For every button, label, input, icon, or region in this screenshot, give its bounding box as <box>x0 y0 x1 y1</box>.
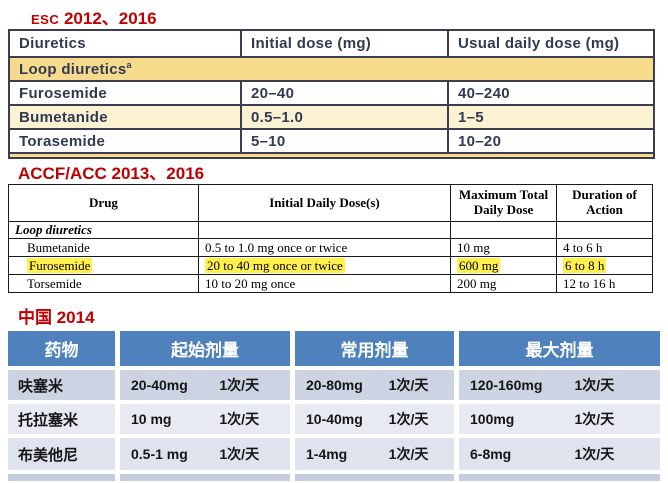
china-initial-dose-cell: 20-40mg 1次/天 <box>120 370 290 400</box>
dose-frequency: 1次/天 <box>388 411 429 427</box>
china-initial-dose-cell: 10 mg 1次/天 <box>120 404 290 434</box>
esc-drug-name: Furosemide <box>8 80 242 106</box>
dose-value: 0.5-1 mg <box>131 446 188 462</box>
accf-header-duration: Duration of Action <box>556 184 653 222</box>
highlighted-text: 600 mg <box>457 257 501 273</box>
esc-title-years: 2012、2016 <box>63 9 157 28</box>
highlighted-text: 20 to 40 mg once or twice <box>205 257 345 273</box>
accf-duration: 4 to 6 h <box>556 238 653 257</box>
esc-initial-dose: 5–10 <box>240 128 449 154</box>
table-row: Bumetanide 0.5 to 1.0 mg once or twice 1… <box>8 238 653 257</box>
accf-loop-diuretics-label: Loop diuretics <box>8 221 199 239</box>
china-max-dose-cell: 120-160mg 1次/天 <box>459 370 660 400</box>
accf-section-title: ACCF/ACC 2013、2016 <box>18 164 205 183</box>
dose-frequency: 1次/天 <box>219 446 260 462</box>
accf-initial-dose: 20 to 40 mg once or twice <box>198 256 451 275</box>
accf-loop-diuretics-row: Loop diuretics <box>8 221 653 239</box>
china-section-title: 中国 2014 <box>18 308 95 327</box>
dose-value: 10 mg <box>131 411 172 427</box>
accf-header-drug: Drug <box>8 184 199 222</box>
china-max-dose-cell: 6-8mg 1次/天 <box>459 438 660 470</box>
china-drug-name: 托拉塞米 <box>8 404 115 434</box>
dose-value: 20-80mg <box>306 377 363 393</box>
china-initial-dose-cell: 0.5-1 mg 1次/天 <box>120 438 290 470</box>
accf-drug-name: Torsemide <box>8 274 199 293</box>
china-header-row: 药物 起始剂量 常用剂量 最大剂量 <box>8 331 660 366</box>
china-diuretics-table: 药物 起始剂量 常用剂量 最大剂量 呋塞米 20-40mg 1次/天 20-80m… <box>8 331 660 483</box>
esc-usual-dose: 40–240 <box>447 80 655 106</box>
table-row: 托拉塞米 10 mg 1次/天 10-40mg 1次/天 100mg 1次/天 <box>8 404 660 434</box>
esc-footnote-marker: a <box>126 60 132 70</box>
esc-initial-dose: 0.5–1.0 <box>240 104 449 130</box>
accf-max-dose: 200 mg <box>450 274 557 293</box>
accf-initial-dose: 0.5 to 1.0 mg once or twice <box>198 238 451 257</box>
dose-frequency: 1次/天 <box>574 377 615 393</box>
table-row: Torasemide 5–10 10–20 <box>8 128 655 154</box>
accf-diuretics-table: Drug Initial Daily Dose(s) Maximum Total… <box>8 184 653 293</box>
accf-max-dose: 600 mg <box>450 256 557 275</box>
esc-loop-diuretics-cell: Loop diureticsa <box>8 56 655 82</box>
table-row: Bumetanide 0.5–1.0 1–5 <box>8 104 655 130</box>
accf-drug-name: Furosemide <box>8 256 199 275</box>
esc-initial-dose: 20–40 <box>240 80 449 106</box>
dose-value: 20-40mg <box>131 377 188 393</box>
dose-value: 100mg <box>470 411 515 427</box>
accf-drug-name: Bumetanide <box>8 238 199 257</box>
table-row: 呋塞米 20-40mg 1次/天 20-80mg 1次/天 120-160mg 1次/… <box>8 370 660 400</box>
accf-header-max-dose: Maximum Total Daily Dose <box>450 184 557 222</box>
china-header-initial-dose: 起始剂量 <box>120 331 290 366</box>
dose-frequency: 1次/天 <box>388 446 429 462</box>
esc-loop-diuretics-label: Loop diuretics <box>19 61 127 78</box>
esc-header-diuretics: Diuretics <box>8 29 242 58</box>
china-drug-name: 呋塞米 <box>8 370 115 400</box>
dose-frequency: 1次/天 <box>388 377 429 393</box>
dose-value: 120-160mg <box>470 377 543 393</box>
esc-diuretics-table: Diuretics Initial dose (mg) Usual daily … <box>8 29 655 159</box>
esc-drug-name: Bumetanide <box>8 104 242 130</box>
china-usual-dose-cell: 1-4mg 1次/天 <box>295 438 454 470</box>
dose-frequency: 1次/天 <box>219 411 260 427</box>
esc-loop-diuretics-row: Loop diureticsa <box>8 56 655 82</box>
china-header-max-dose: 最大剂量 <box>459 331 660 366</box>
accf-initial-dose: 10 to 20 mg once <box>198 274 451 293</box>
china-max-dose-cell: 100mg 1次/天 <box>459 404 660 434</box>
esc-section-title: ESC 2012、2016 <box>31 4 157 29</box>
accf-max-dose: 10 mg <box>450 238 557 257</box>
china-usual-dose-cell: 10-40mg 1次/天 <box>295 404 454 434</box>
china-header-drug: 药物 <box>8 331 115 366</box>
table-row: 布美他尼 0.5-1 mg 1次/天 1-4mg 1次/天 6-8mg 1次/天 <box>8 438 660 470</box>
dose-value: 1-4mg <box>306 446 348 462</box>
dose-frequency: 1次/天 <box>574 446 615 462</box>
china-header-usual-dose: 常用剂量 <box>295 331 454 366</box>
esc-usual-dose: 10–20 <box>447 128 655 154</box>
esc-header-row: Diuretics Initial dose (mg) Usual daily … <box>8 29 655 58</box>
dose-frequency: 1次/天 <box>219 377 260 393</box>
accf-duration: 12 to 16 h <box>556 274 653 293</box>
china-cropped-next-row <box>8 474 660 481</box>
china-drug-name: 布美他尼 <box>8 438 115 470</box>
dose-frequency: 1次/天 <box>574 411 615 427</box>
table-row: Torsemide 10 to 20 mg once 200 mg 12 to … <box>8 274 653 293</box>
accf-header-row: Drug Initial Daily Dose(s) Maximum Total… <box>8 184 653 222</box>
table-row-highlighted: Furosemide 20 to 40 mg once or twice 600… <box>8 256 653 275</box>
esc-header-usual-dose: Usual daily dose (mg) <box>447 29 655 58</box>
esc-title-prefix: ESC <box>31 12 60 27</box>
accf-duration: 6 to 8 h <box>556 256 653 275</box>
china-usual-dose-cell: 20-80mg 1次/天 <box>295 370 454 400</box>
table-row: Furosemide 20–40 40–240 <box>8 80 655 106</box>
highlighted-text: 6 to 8 h <box>563 257 607 273</box>
highlighted-text: Furosemide <box>27 257 93 273</box>
esc-drug-name: Torasemide <box>8 128 242 154</box>
esc-usual-dose: 1–5 <box>447 104 655 130</box>
esc-header-initial-dose: Initial dose (mg) <box>240 29 449 58</box>
accf-header-initial-dose: Initial Daily Dose(s) <box>198 184 451 222</box>
dose-value: 10-40mg <box>306 411 363 427</box>
esc-cropped-next-row <box>8 152 655 159</box>
dose-value: 6-8mg <box>470 446 512 462</box>
